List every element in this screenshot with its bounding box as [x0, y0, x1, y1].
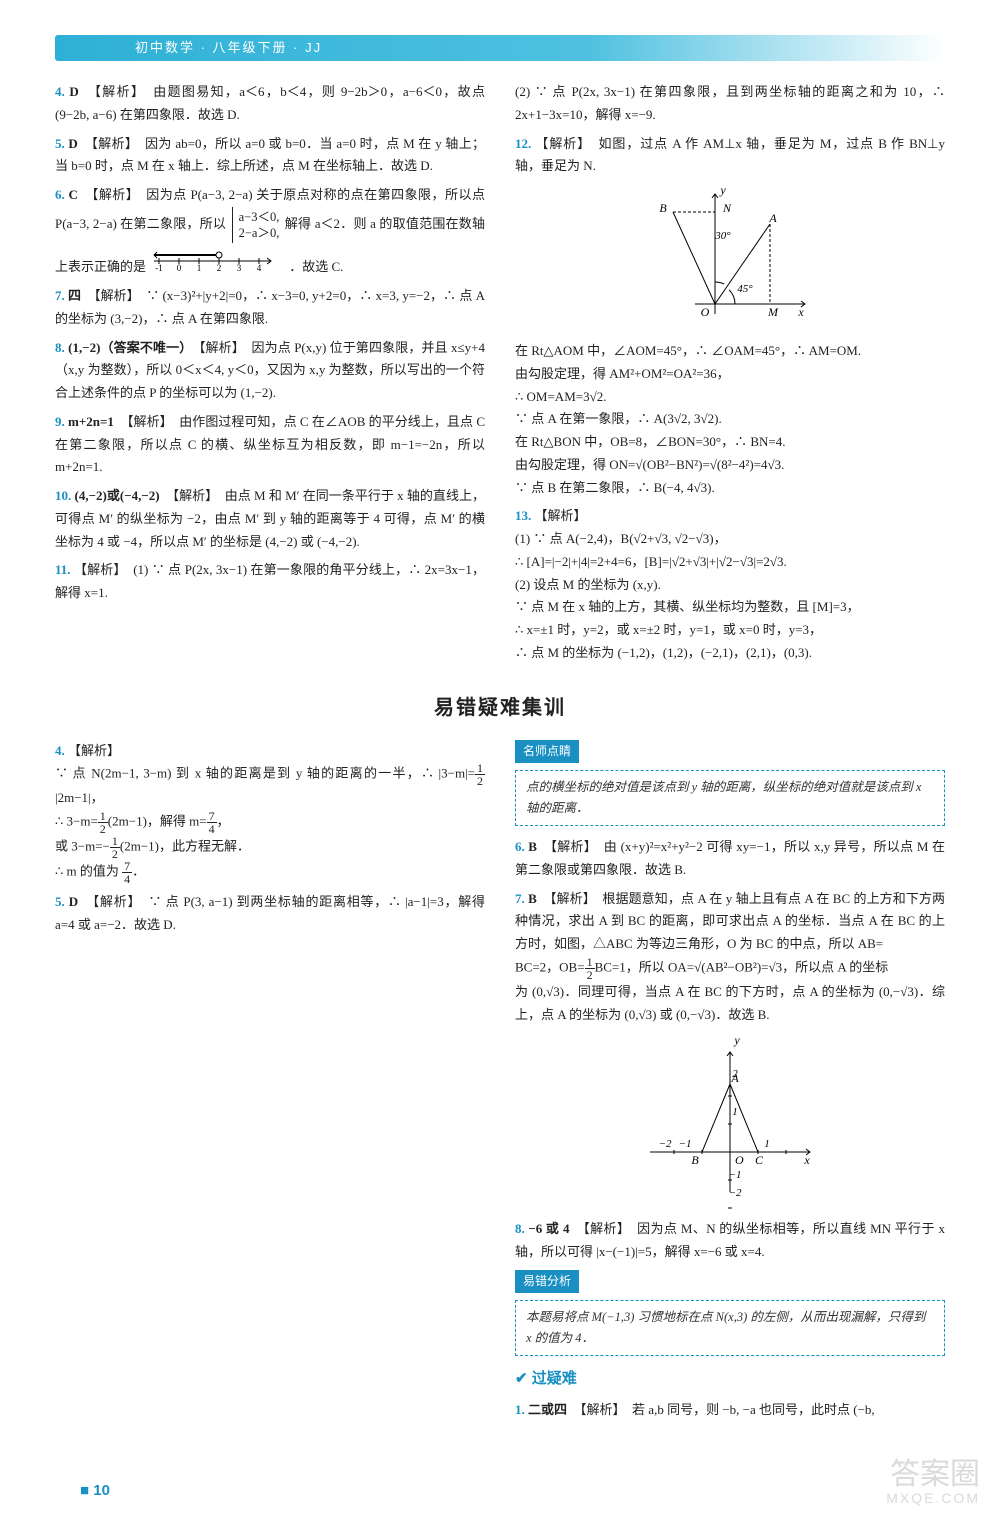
svg-text:1: 1: [197, 263, 202, 271]
question: 5. D 【解析】 因为 ab=0，所以 a=0 或 b=0．当 a=0 时，点…: [55, 133, 485, 179]
svg-text:x: x: [797, 305, 804, 319]
bottom-left-col: 4. 【解析】 ∵ 点 N(2m−1, 3−m) 到 x 轴的距离是到 y 轴的…: [55, 740, 485, 1428]
question: (2) ∵ 点 P(2x, 3x−1) 在第四象限，且到两坐标轴的距离之和为 1…: [515, 81, 945, 127]
svg-text:4: 4: [257, 263, 262, 271]
top-columns: 4. D 【解析】 由题图易知，a＜6，b＜4，则 9−2b＞0，a−6＜0，故…: [55, 81, 945, 671]
top-right-col: (2) ∵ 点 P(2x, 3x−1) 在第四象限，且到两坐标轴的距离之和为 1…: [515, 81, 945, 671]
watermark: 答案圈 MXQE.COM: [886, 1458, 980, 1506]
svg-text:1: 1: [764, 1138, 770, 1150]
question: 7. 四 【解析】 ∵ (x−3)²+|y+2|=0，∴ x−3=0, y+2=…: [55, 285, 485, 331]
question: 8. −6 或 4 【解析】 因为点 M、N 的纵坐标相等，所以直线 MN 平行…: [515, 1218, 945, 1264]
svg-text:2: 2: [732, 1068, 738, 1080]
svg-text:O: O: [701, 305, 710, 319]
svg-text:−1: −1: [679, 1138, 692, 1150]
svg-text:x: x: [803, 1153, 810, 1167]
svg-text:-1: -1: [156, 263, 164, 271]
svg-text:y: y: [733, 1033, 740, 1047]
svg-text:2: 2: [217, 263, 222, 271]
svg-text:30°: 30°: [714, 230, 731, 242]
question: 6. C 【解析】 因为点 P(a−3, 2−a) 关于原点对称的点在第四象限，…: [55, 184, 485, 279]
question: 9. m+2n=1 【解析】 由作图过程可知，点 C 在∠AOB 的平分线上，且…: [55, 411, 485, 479]
question: 5. D 【解析】 ∵ 点 P(3, a−1) 到两坐标轴的距离相等，∴ |a−…: [55, 891, 485, 937]
question: 11. 【解析】 (1) ∵ 点 P(2x, 3x−1) 在第一象限的角平分线上…: [55, 559, 485, 605]
section-title: 易错疑难集训: [55, 691, 945, 726]
page-number: 10: [80, 1478, 110, 1504]
svg-text:y: y: [719, 184, 726, 197]
svg-text:A: A: [768, 211, 777, 225]
bottom-right-col: 名师点睛点的横坐标的绝对值是该点到 y 轴的距离，纵坐标的绝对值就是该点到 x …: [515, 740, 945, 1428]
question: 7. B 【解析】 根据题意知，点 A 在 y 轴上且有点 A 在 BC 的上方…: [515, 888, 945, 1213]
bottom-columns: 4. 【解析】 ∵ 点 N(2m−1, 3−m) 到 x 轴的距离是到 y 轴的…: [55, 740, 945, 1428]
top-left-col: 4. D 【解析】 由题图易知，a＜6，b＜4，则 9−2b＞0，a−6＜0，故…: [55, 81, 485, 671]
question: 12. 【解析】 如图，过点 A 作 AM⊥x 轴，垂足为 M，过点 B 作 B…: [515, 133, 945, 500]
question: 8. (1,−2)（答案不唯一） 【解析】 因为点 P(x,y) 位于第四象限，…: [55, 337, 485, 405]
sub-heading-hard: 过疑难: [515, 1366, 945, 1392]
page-header: 初中数学 · 八年级下册 · JJ: [55, 35, 945, 61]
svg-text:B: B: [659, 201, 667, 215]
svg-text:N: N: [722, 201, 732, 215]
svg-text:−1: −1: [729, 1169, 742, 1181]
svg-text:O: O: [735, 1153, 744, 1167]
question: 4. D 【解析】 由题图易知，a＜6，b＜4，则 9−2b＞0，a−6＜0，故…: [55, 81, 485, 127]
svg-text:3: 3: [237, 263, 242, 271]
svg-text:1: 1: [732, 1106, 738, 1118]
question: 13. 【解析】 (1) ∵ 点 A(−2,4)，B(√2+√3, √2−√3)…: [515, 505, 945, 664]
svg-text:M: M: [767, 305, 779, 319]
tip-box: 名师点睛点的横坐标的绝对值是该点到 y 轴的距离，纵坐标的绝对值就是该点到 x …: [515, 740, 945, 827]
svg-text:C: C: [755, 1153, 764, 1167]
question: 10. (4,−2)或(−4,−2) 【解析】 由点 M 和 M′ 在同一条平行…: [55, 485, 485, 553]
svg-text:−2: −2: [659, 1138, 672, 1150]
svg-text:−2: −2: [729, 1187, 742, 1199]
question: 4. 【解析】 ∵ 点 N(2m−1, 3−m) 到 x 轴的距离是到 y 轴的…: [55, 740, 485, 886]
svg-text:B: B: [691, 1153, 699, 1167]
svg-text:45°: 45°: [737, 283, 753, 295]
tip-box: 易错分析本题易将点 M(−1,3) 习惯地标在点 N(x,3) 的左侧，从而出现…: [515, 1270, 945, 1357]
svg-text:0: 0: [177, 263, 182, 271]
question: 6. B 【解析】 由 (x+y)²=x²+y²−2 可得 xy=−1，所以 x…: [515, 836, 945, 882]
question: 1. 二或四 【解析】 若 a,b 同号，则 −b, −a 也同号，此时点 (−…: [515, 1399, 945, 1422]
